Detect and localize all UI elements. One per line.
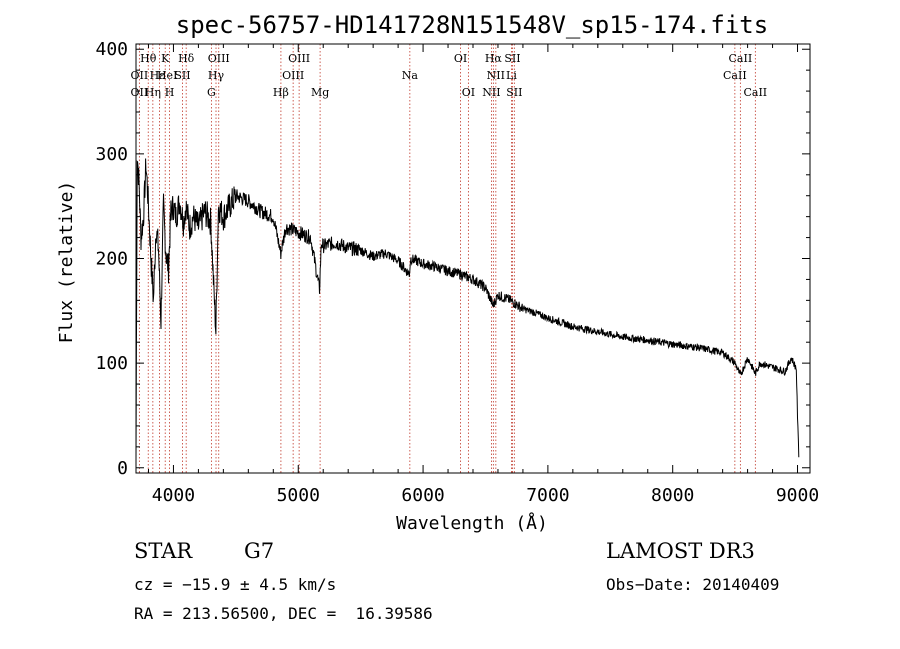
line-label-7: SII: [504, 52, 520, 65]
plot-frame: [135, 43, 811, 474]
emission-line-markers: [138, 44, 756, 473]
observation-date: Obs−Date: 20140409: [606, 575, 780, 594]
line-label-9: OII: [131, 69, 149, 82]
line-label-0: Hθ: [140, 52, 157, 65]
y-tick-label-0: 0: [117, 458, 128, 479]
line-label-27: SII: [506, 86, 522, 99]
y-tick-label-4: 400: [95, 39, 128, 60]
line-label-19: Hη: [145, 86, 161, 99]
x-tick-label-0: 4000: [152, 485, 195, 506]
x-tick-label-3: 7000: [526, 485, 569, 506]
x-tick-label-4: 8000: [651, 485, 694, 506]
x-axis-ticks: 4000 5000 6000 7000 8000 9000: [147, 44, 819, 506]
line-label-20: H: [165, 86, 175, 99]
y-axis-label: Flux (relative): [56, 181, 77, 344]
line-label-1: K: [161, 52, 170, 65]
coordinates: RA = 213.56500, DEC = 16.39586: [134, 604, 433, 623]
x-tick-label-5: 9000: [776, 485, 819, 506]
line-label-14: OIII: [282, 69, 304, 82]
line-label-23: Mg: [311, 86, 329, 99]
x-axis-label: Wavelength (Å): [396, 512, 548, 534]
line-label-24: Na: [402, 69, 419, 82]
line-label-10: Hε: [150, 69, 166, 82]
y-tick-label-1: 100: [95, 353, 128, 374]
line-label-16: Li: [506, 69, 517, 82]
spectrum-line: [135, 158, 800, 458]
object-subclass: G7: [244, 539, 275, 563]
redshift-cz: cz = −15.9 ± 4.5 km/s: [134, 575, 337, 594]
y-axis-ticks: 0 100 200 300 400: [95, 39, 810, 479]
line-label-5: OI: [454, 52, 467, 65]
chart-title: spec-56757-HD141728N151548V_sp15-174.fit…: [176, 11, 768, 39]
line-label-25: OI: [462, 86, 475, 99]
x-tick-label-1: 5000: [277, 485, 320, 506]
x-tick-label-2: 6000: [401, 485, 444, 506]
y-tick-label-3: 300: [95, 144, 128, 165]
line-label-3: OIII: [208, 52, 230, 65]
line-label-22: Hβ: [273, 86, 289, 99]
line-label-2: Hδ: [178, 52, 195, 65]
line-label-26: NII: [482, 86, 500, 99]
object-class: STAR: [134, 539, 193, 563]
line-label-15: NII: [487, 69, 505, 82]
line-label-18: OII: [131, 86, 149, 99]
line-label-17: CaII: [723, 69, 747, 82]
line-label-12: SII: [174, 69, 190, 82]
line-label-4: OIII: [288, 52, 310, 65]
y-tick-label-2: 200: [95, 249, 128, 270]
line-label-28: CaII: [743, 86, 767, 99]
line-label-13: Hγ: [208, 69, 225, 82]
line-label-8: CaII: [729, 52, 753, 65]
line-label-6: Hα: [485, 52, 503, 65]
line-label-21: G: [207, 86, 216, 99]
line-label-11: HeI: [157, 69, 177, 82]
survey-name: LAMOST DR3: [606, 539, 755, 563]
